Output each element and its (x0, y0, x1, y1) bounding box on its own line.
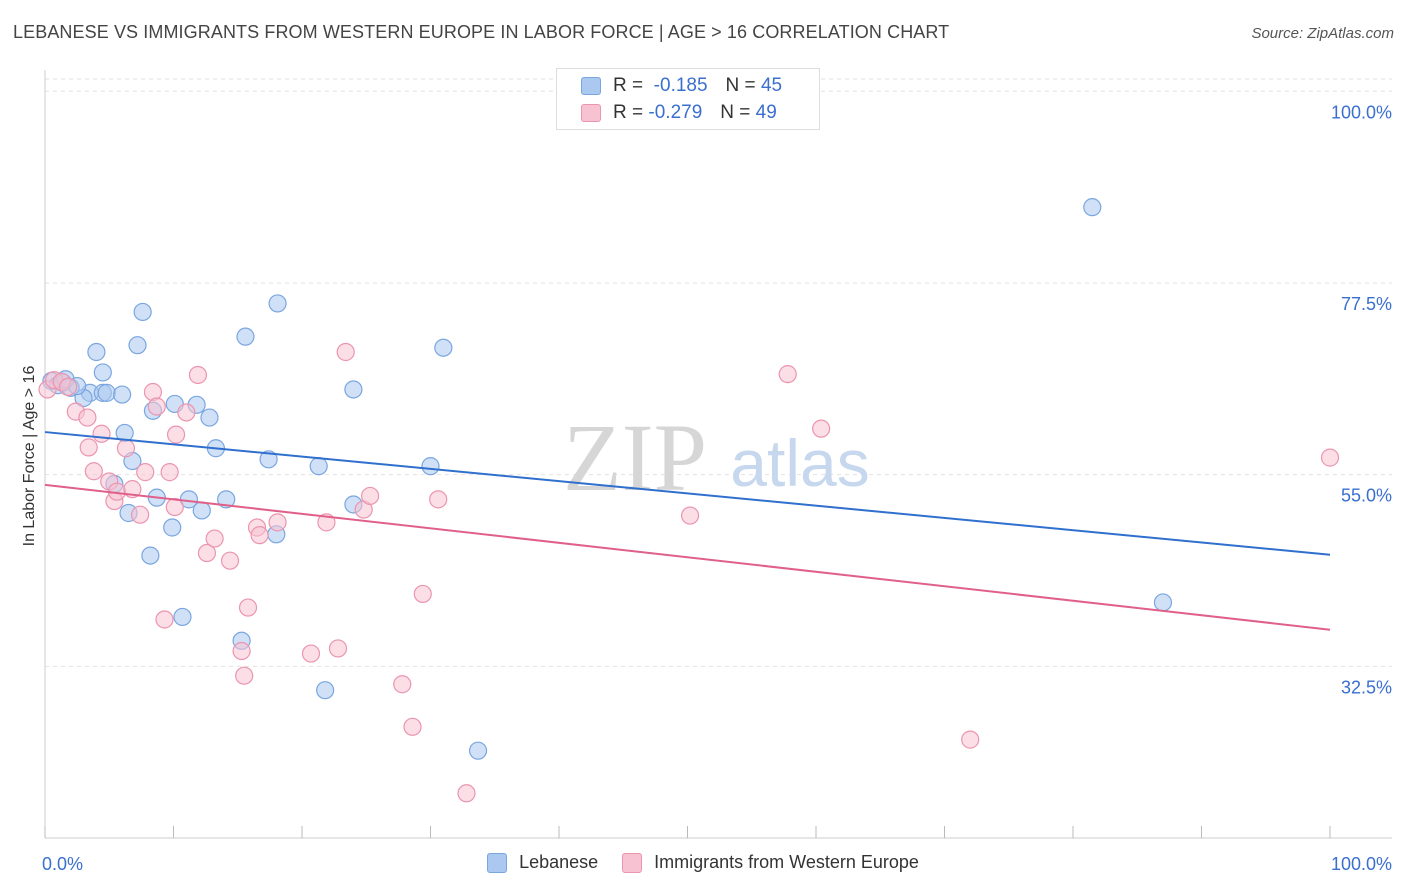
legend-swatch-western-europe (581, 104, 601, 122)
point-western-europe (1320, 448, 1340, 467)
correlation-legend: R = -0.185 N = 45 R = -0.279 N = 49 (556, 68, 820, 130)
r-label: R = (613, 75, 644, 96)
legend-swatch-lebanese (581, 77, 601, 95)
point-lebanese (259, 450, 278, 469)
y-tick-label: 55.0% (1341, 486, 1392, 506)
point-lebanese (236, 327, 255, 346)
point-western-europe (155, 610, 174, 629)
point-western-europe (220, 551, 240, 570)
point-lebanese (192, 501, 211, 520)
point-lebanese (421, 457, 440, 476)
point-western-europe (812, 419, 831, 438)
watermark-zip: ZIP (563, 404, 707, 511)
point-western-europe (457, 784, 476, 803)
point-lebanese (316, 681, 335, 700)
tick-labels: 32.5% 55.0% 77.5% 100.0% 0.0% 100.0% (42, 102, 1392, 874)
y-tick-label: 100.0% (1331, 102, 1392, 122)
point-lebanese (1083, 198, 1102, 217)
point-lebanese (141, 546, 160, 565)
point-lebanese (112, 385, 132, 404)
n-value-western-europe: 49 (755, 102, 777, 123)
point-lebanese (87, 342, 106, 362)
point-western-europe (336, 342, 355, 362)
point-western-europe (188, 365, 208, 385)
point-lebanese (200, 408, 219, 427)
point-lebanese (133, 302, 152, 322)
x-tick-label-min: 0.0% (42, 854, 83, 874)
point-western-europe (78, 408, 97, 427)
point-lebanese (309, 457, 328, 476)
axes (44, 70, 1392, 839)
y-tick-label: 77.5% (1341, 294, 1392, 314)
point-western-europe (116, 439, 136, 458)
legend-row-lebanese: R = -0.185 N = 45 (557, 73, 782, 99)
point-western-europe (778, 365, 797, 384)
point-western-europe (147, 397, 166, 416)
source-credit: Source: ZipAtlas.com (1251, 25, 1394, 42)
point-western-europe (680, 506, 700, 525)
point-lebanese (97, 383, 116, 402)
data-points (38, 198, 1340, 803)
point-lebanese (434, 338, 453, 357)
point-western-europe (232, 641, 251, 661)
trend-lines (44, 431, 1331, 631)
r-value-lebanese: -0.185 (653, 75, 708, 96)
point-western-europe (961, 730, 980, 749)
point-western-europe (238, 598, 258, 617)
legend-label-lebanese: Lebanese (519, 852, 599, 872)
n-label: N = (725, 75, 756, 96)
point-lebanese (268, 294, 287, 313)
r-value-western-europe: -0.279 (648, 102, 703, 123)
n-label: N = (720, 102, 751, 123)
watermark-atlas: atlas (730, 426, 869, 500)
point-western-europe (197, 543, 217, 563)
chart-title: LEBANESE VS IMMIGRANTS FROM WESTERN EURO… (13, 22, 950, 42)
point-western-europe (328, 639, 348, 658)
point-lebanese (344, 380, 363, 399)
r-label: R = (613, 102, 644, 123)
point-western-europe (177, 403, 196, 422)
point-lebanese (468, 741, 488, 760)
point-western-europe (92, 424, 111, 443)
point-lebanese (173, 607, 192, 627)
point-western-europe (403, 717, 422, 736)
point-lebanese (217, 490, 236, 509)
point-western-europe (413, 584, 432, 604)
legend-swatch-lebanese (487, 852, 508, 873)
legend-swatch-western-europe (622, 852, 643, 873)
legend-item-lebanese[interactable]: Lebanese (487, 852, 598, 873)
n-value-lebanese: 45 (760, 75, 783, 96)
trend-line-lebanese (44, 431, 1331, 556)
point-lebanese (93, 363, 112, 382)
point-western-europe (130, 505, 150, 524)
point-western-europe (166, 425, 186, 444)
point-western-europe (429, 490, 448, 509)
legend-row-western-europe: R = -0.279 N = 49 (557, 100, 777, 126)
point-western-europe (317, 513, 336, 532)
y-tick-label: 32.5% (1341, 677, 1392, 697)
point-western-europe (250, 526, 269, 545)
point-western-europe (160, 463, 179, 482)
x-tick-label-max: 100.0% (1331, 854, 1392, 874)
point-western-europe (361, 486, 380, 506)
point-western-europe (59, 377, 78, 397)
legend-label-western-europe: Immigrants from Western Europe (654, 852, 919, 872)
trend-line-western-europe (44, 483, 1331, 631)
point-western-europe (79, 438, 98, 457)
point-western-europe (235, 666, 254, 685)
point-western-europe (268, 513, 287, 532)
point-western-europe (301, 644, 321, 663)
point-western-europe (136, 463, 155, 482)
legend-item-western-europe[interactable]: Immigrants from Western Europe (622, 852, 919, 873)
series-legend: Lebanese Immigrants from Western Europe (0, 852, 1406, 873)
point-lebanese (1153, 593, 1173, 612)
point-lebanese (128, 336, 147, 355)
point-lebanese (163, 518, 182, 537)
point-western-europe (205, 529, 224, 548)
point-western-europe (393, 675, 412, 694)
point-western-europe (84, 462, 103, 481)
gridlines (45, 78, 1392, 667)
